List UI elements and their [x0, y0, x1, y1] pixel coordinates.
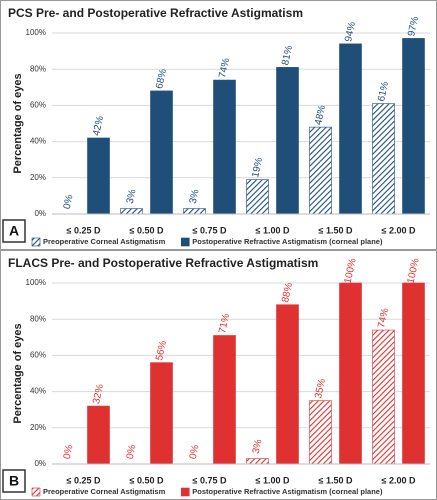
y-tick-label: 80%	[30, 64, 46, 73]
value-label: 0%	[125, 444, 139, 461]
x-tick-label: ≤ 0.25 D	[67, 475, 101, 485]
value-label: 0%	[62, 444, 76, 461]
value-label: 68%	[154, 68, 169, 90]
y-tick-label: 20%	[30, 423, 46, 432]
bar	[87, 137, 110, 215]
bar	[276, 67, 299, 215]
legend-label: Preoperative Corneal Astigmatism	[43, 487, 166, 496]
x-tick-label: ≤ 0.50 D	[130, 475, 164, 485]
value-label: 35%	[313, 378, 328, 400]
value-label: 94%	[343, 21, 358, 43]
bar	[309, 126, 332, 215]
legend-label: Postoperative Refractive Astigmatism (co…	[192, 487, 383, 496]
panel-label-box	[2, 219, 26, 243]
bar	[309, 400, 332, 465]
panel-label-box	[2, 469, 26, 493]
y-tick-label: 0%	[34, 459, 46, 468]
panel-label: B	[9, 473, 19, 489]
value-label: 3%	[125, 188, 139, 205]
bar	[372, 103, 395, 215]
bar	[150, 362, 173, 465]
y-tick-label: 80%	[30, 314, 46, 323]
value-label: 71%	[217, 312, 232, 334]
value-label: 32%	[91, 383, 106, 405]
y-axis-label: Percentage of eyes	[12, 73, 24, 173]
value-label: 100%	[343, 257, 359, 284]
bar	[402, 38, 425, 215]
x-tick-label: ≤ 2.00 D	[382, 475, 416, 485]
y-tick-label: 60%	[30, 101, 46, 110]
value-label: 19%	[250, 157, 265, 179]
legend-swatch	[180, 487, 190, 497]
bar	[402, 282, 425, 465]
bar	[276, 304, 299, 465]
x-tick-label: ≤ 0.25 D	[67, 225, 101, 235]
x-tick-label: ≤ 1.50 D	[319, 225, 353, 235]
value-label: 3%	[251, 438, 265, 455]
panel-label: A	[9, 223, 19, 239]
value-label: 3%	[188, 188, 202, 205]
legend-swatch	[31, 237, 41, 247]
value-label: 81%	[280, 44, 295, 66]
bar	[246, 458, 269, 465]
x-tick-label: ≤ 1.00 D	[256, 475, 290, 485]
bar	[372, 329, 395, 465]
value-label: 74%	[217, 57, 232, 79]
value-label: 0%	[62, 194, 76, 211]
bar	[339, 282, 362, 465]
chart-title: PCS Pre- and Postoperative Refractive As…	[8, 6, 303, 20]
y-tick-label: 20%	[30, 173, 46, 182]
value-label: 61%	[376, 81, 391, 103]
bar	[150, 90, 173, 215]
legend-swatch	[180, 237, 190, 247]
legend-label: Postoperative Refractive Astigmatism (co…	[192, 237, 383, 246]
bar	[213, 79, 236, 215]
bar	[213, 335, 236, 465]
y-tick-label: 60%	[30, 351, 46, 360]
value-label: 97%	[406, 15, 421, 37]
value-label: 48%	[313, 104, 328, 126]
bar	[246, 179, 269, 215]
value-label: 56%	[154, 340, 169, 362]
bar	[87, 405, 110, 465]
y-tick-label: 100%	[26, 278, 46, 287]
x-tick-label: ≤ 0.75 D	[193, 475, 227, 485]
legend-label: Preoperative Corneal Astigmatism	[43, 237, 166, 246]
value-label: 74%	[376, 307, 391, 329]
value-label: 42%	[91, 115, 106, 137]
y-tick-label: 40%	[30, 387, 46, 396]
x-tick-label: ≤ 0.75 D	[193, 225, 227, 235]
y-tick-label: 0%	[34, 209, 46, 218]
value-label: 88%	[280, 282, 295, 304]
bar	[183, 208, 206, 215]
y-tick-label: 100%	[26, 28, 46, 37]
x-tick-label: ≤ 0.50 D	[130, 225, 164, 235]
bar	[339, 43, 362, 215]
x-tick-label: ≤ 1.50 D	[319, 475, 353, 485]
x-tick-label: ≤ 1.00 D	[256, 225, 290, 235]
y-tick-label: 40%	[30, 137, 46, 146]
value-label: 100%	[406, 257, 422, 284]
chart-title: FLACS Pre- and Postoperative Refractive …	[8, 256, 318, 270]
x-tick-label: ≤ 2.00 D	[382, 225, 416, 235]
y-axis-label: Percentage of eyes	[12, 323, 24, 423]
legend-swatch	[31, 487, 41, 497]
value-label: 0%	[188, 444, 202, 461]
bar	[120, 208, 143, 215]
